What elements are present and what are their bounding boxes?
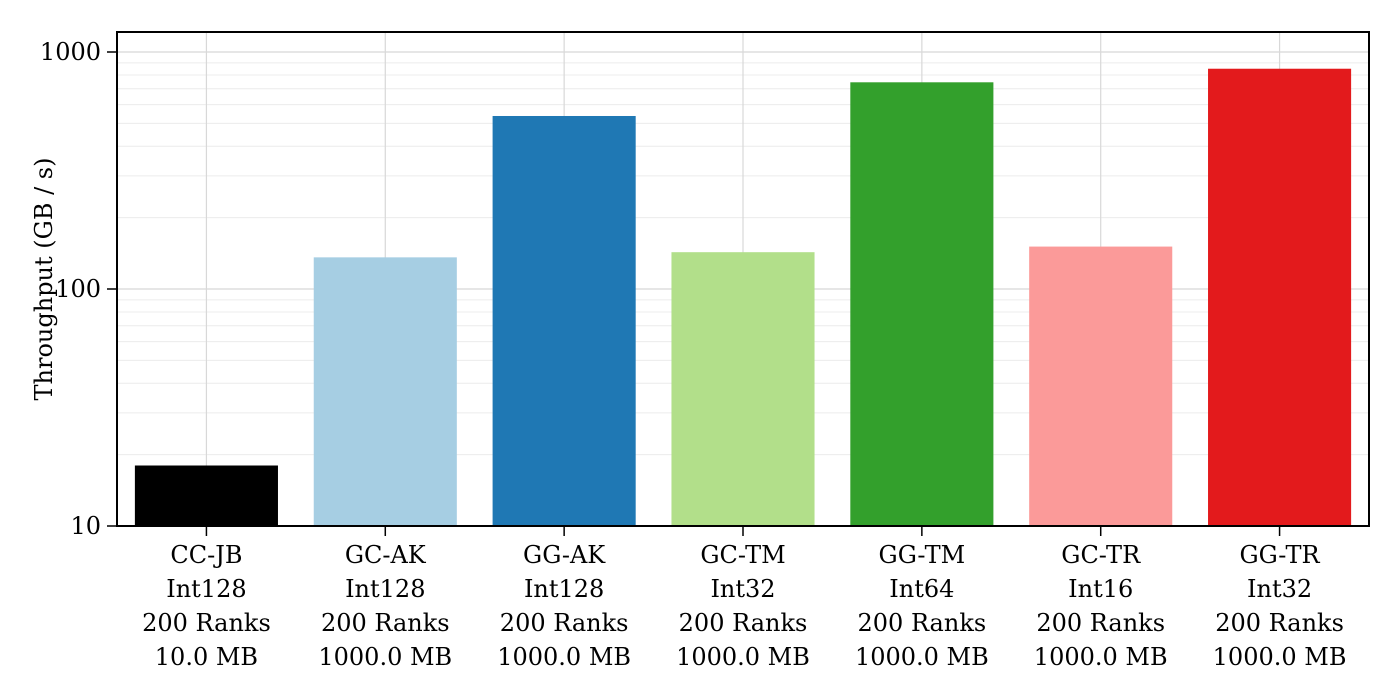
x-tick-label-line: GC-TM <box>700 541 785 569</box>
bar-gc-ak <box>313 257 457 526</box>
x-tick-label-line: CC-JB <box>170 541 242 569</box>
x-tick-label-line: 1000.0 MB <box>497 643 631 671</box>
bar-gg-tm <box>850 82 994 527</box>
bar-gc-tm <box>671 252 815 526</box>
x-tick-label-line: 200 Ranks <box>321 609 450 637</box>
x-tick-label: CC-JB Int128 200 Ranks 10.0 MB <box>142 541 271 671</box>
x-tick-label: GC-TR Int16 200 Ranks 1000.0 MB <box>1034 541 1168 671</box>
x-tick-label-line: 1000.0 MB <box>318 643 452 671</box>
x-tick-label-line: 1000.0 MB <box>1213 643 1347 671</box>
x-tick-label-line: Int32 <box>710 575 775 603</box>
x-tick-label: GG-TR Int32 200 Ranks 1000.0 MB <box>1213 541 1347 671</box>
x-tick-label-line: GG-AK <box>523 541 606 569</box>
y-tick-label: 1000 <box>40 38 101 66</box>
x-tick-label-line: Int128 <box>345 575 425 603</box>
x-tick-label-line: GC-AK <box>345 541 427 569</box>
x-tick-label-line: 1000.0 MB <box>1034 643 1168 671</box>
y-tick-label: 100 <box>55 275 101 303</box>
x-tick-label-line: 200 Ranks <box>500 609 629 637</box>
x-axis-ticks: CC-JB Int128 200 Ranks 10.0 MB GC-AK Int128 20… <box>142 526 1346 671</box>
x-tick-label-line: 10.0 MB <box>155 643 258 671</box>
x-tick-label: GC-TM Int32 200 Ranks 1000.0 MB <box>676 541 810 671</box>
bar-gg-tr <box>1208 68 1352 526</box>
x-tick-label-line: 200 Ranks <box>858 609 987 637</box>
x-tick-label-line: GG-TR <box>1240 541 1321 569</box>
x-tick-label: GG-AK Int128 200 Ranks 1000.0 MB <box>497 541 631 671</box>
x-tick-label-line: Int16 <box>1068 575 1133 603</box>
x-tick-label-line: 1000.0 MB <box>855 643 989 671</box>
y-tick-label: 10 <box>70 512 101 540</box>
bars <box>134 68 1352 527</box>
x-tick-label-line: 1000.0 MB <box>676 643 810 671</box>
x-tick-label: GC-AK Int128 200 Ranks 1000.0 MB <box>318 541 452 671</box>
x-tick-label-line: 200 Ranks <box>142 609 271 637</box>
x-tick-label-line: Int128 <box>524 575 604 603</box>
bar-gg-ak <box>492 115 636 526</box>
x-tick-label-line: Int32 <box>1247 575 1312 603</box>
y-axis-label: Throughput (GB / s) <box>30 158 58 401</box>
x-tick-label-line: 200 Ranks <box>679 609 808 637</box>
x-tick-label-line: 200 Ranks <box>1215 609 1344 637</box>
y-axis-ticks: 10 100 1000 <box>40 38 117 540</box>
x-tick-label-line: 200 Ranks <box>1036 609 1165 637</box>
x-tick-label-line: GG-TM <box>879 541 966 569</box>
x-tick-label-line: Int64 <box>889 575 954 603</box>
x-tick-label: GG-TM Int64 200 Ranks 1000.0 MB <box>855 541 989 671</box>
bar-cc-jb <box>134 465 278 526</box>
x-tick-label-line: GC-TR <box>1061 541 1141 569</box>
bar-gc-tr <box>1029 246 1173 526</box>
x-tick-label-line: Int128 <box>166 575 246 603</box>
